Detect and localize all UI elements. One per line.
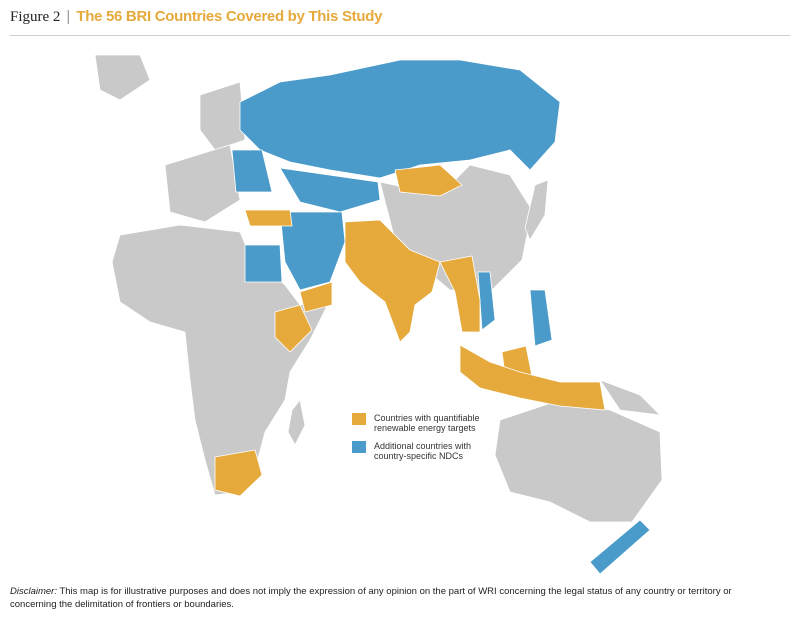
indonesia — [459, 344, 606, 411]
south-africa — [214, 449, 263, 497]
legend: Countries with quantifiable renewable en… — [352, 413, 502, 469]
japan — [524, 179, 549, 241]
legend-label: Countries with quantifiable renewable en… — [374, 413, 480, 433]
yemen-oman — [299, 281, 333, 313]
middle-east — [279, 211, 346, 291]
legend-swatch — [352, 413, 366, 425]
separator: | — [66, 8, 71, 25]
new-guinea — [598, 379, 662, 416]
central-asia — [279, 167, 381, 213]
legend-item: Additional countries with country-specif… — [352, 441, 502, 461]
philippines — [529, 289, 553, 347]
scandinavia — [199, 81, 246, 151]
south-asia — [344, 219, 441, 343]
disclaimer-text: This map is for illustrative purposes an… — [10, 586, 732, 610]
mongolia — [394, 164, 463, 197]
russia — [239, 59, 561, 179]
title: The 56 BRI Countries Covered by This Stu… — [76, 8, 383, 25]
australia — [494, 399, 663, 523]
eastern-europe — [231, 149, 273, 193]
figure-label: Figure 2 — [10, 9, 61, 25]
turkey — [244, 209, 293, 227]
greenland — [94, 54, 151, 101]
egypt — [244, 244, 283, 283]
header: Figure 2 | The 56 BRI Countries Covered by… — [10, 8, 382, 26]
southeast-asia — [439, 255, 481, 333]
madagascar — [287, 399, 306, 446]
vietnam — [477, 271, 496, 331]
legend-label: Additional countries with country-specif… — [374, 441, 472, 461]
new-zealand — [589, 519, 651, 575]
western-europe — [164, 144, 241, 223]
rule — [10, 35, 790, 36]
legend-item: Countries with quantifiable renewable en… — [352, 413, 502, 433]
legend-swatch — [352, 441, 366, 453]
ethiopia — [274, 304, 313, 353]
disclaimer: Disclaimer: This map is for illustrative… — [10, 585, 770, 611]
disclaimer-lead: Disclaimer: — [10, 586, 57, 597]
